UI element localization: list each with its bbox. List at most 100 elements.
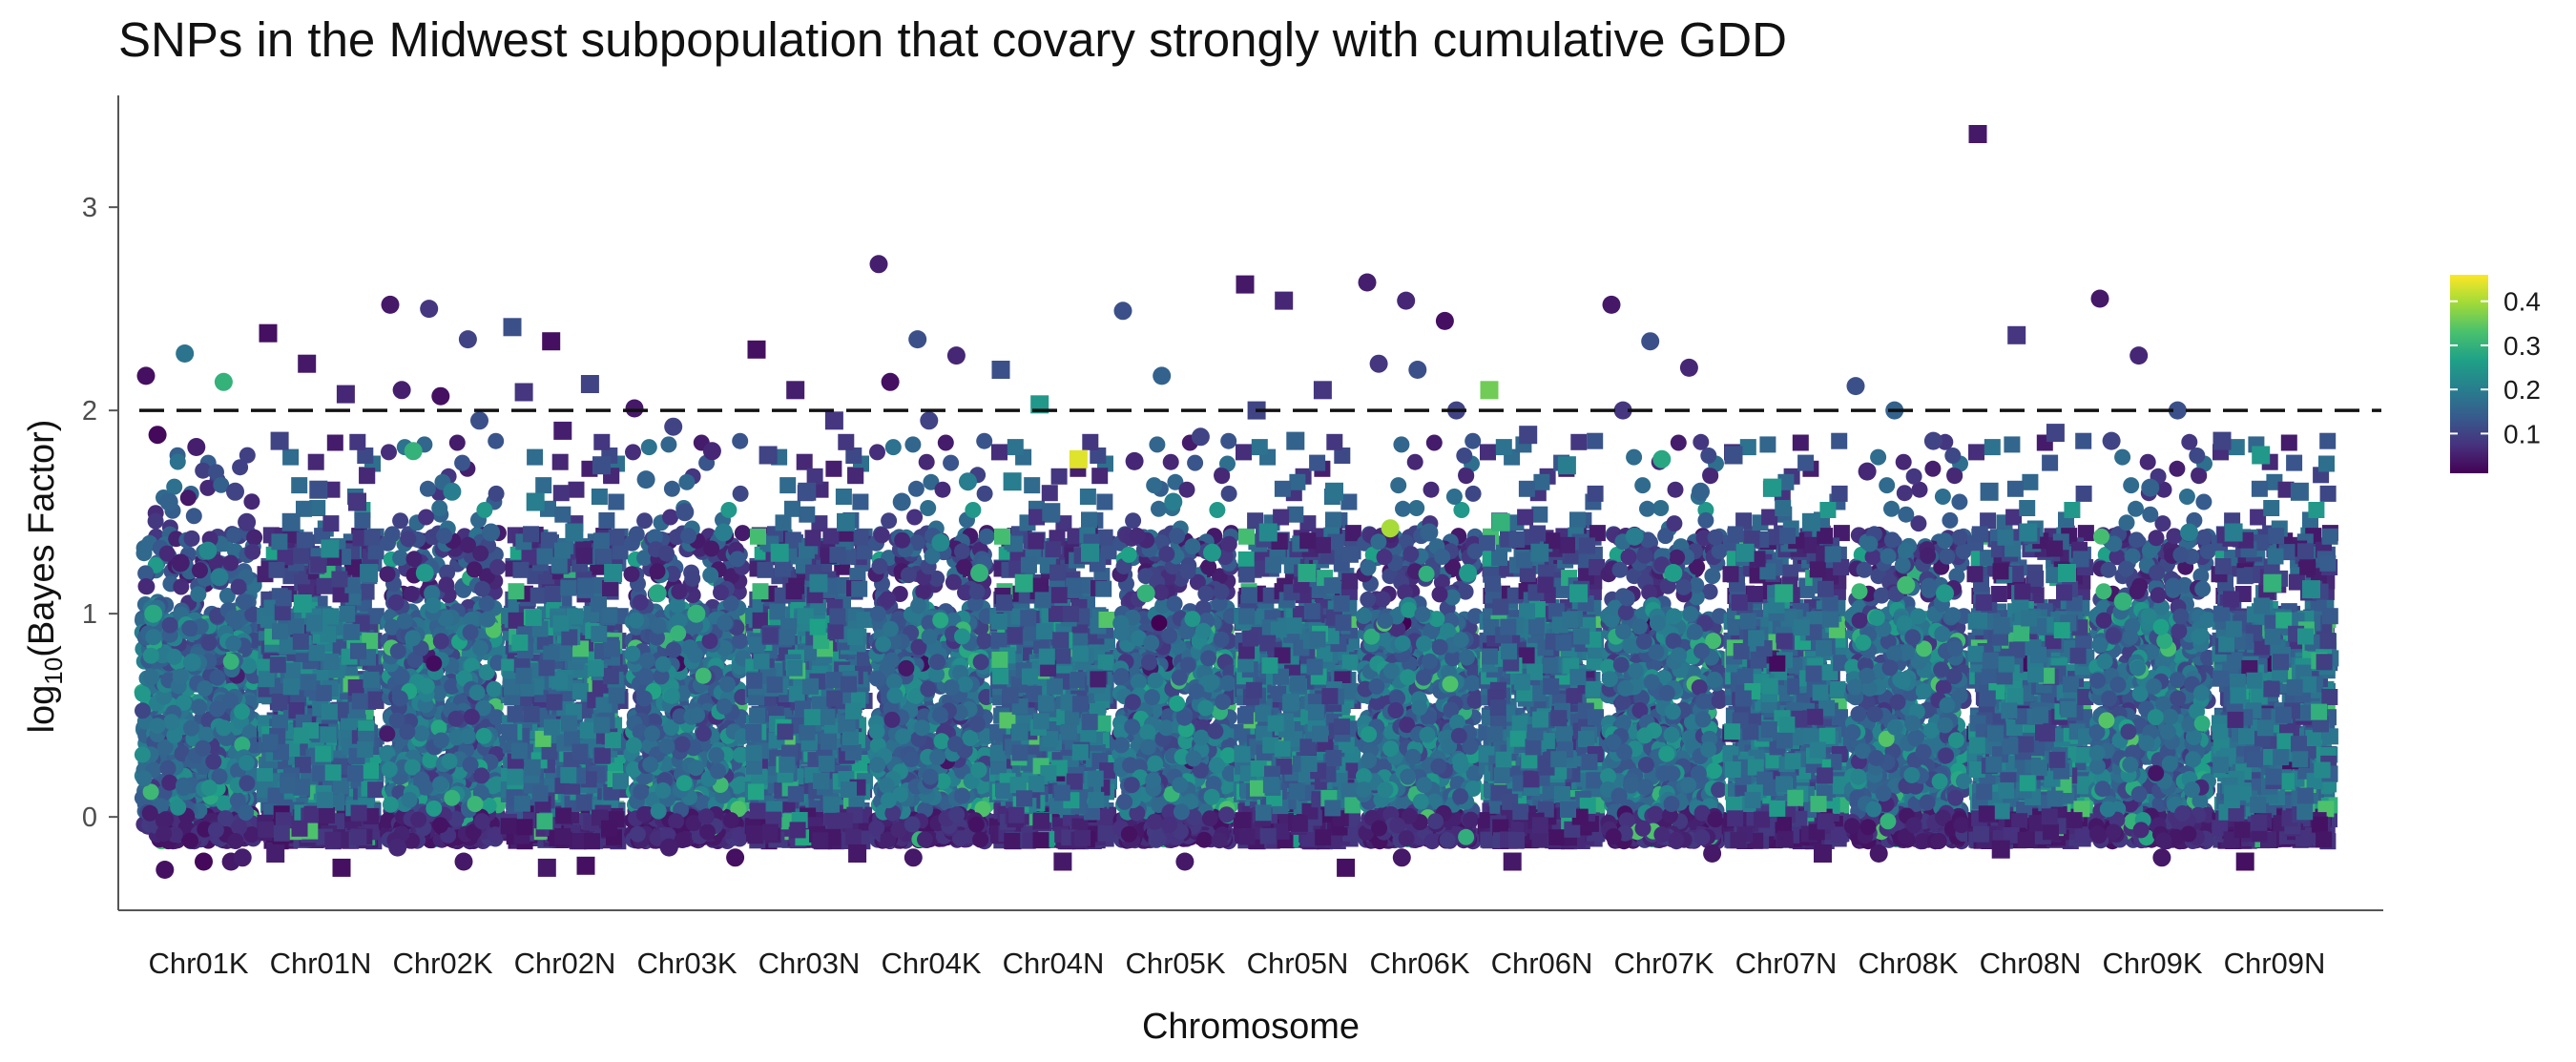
snp-point <box>393 668 410 685</box>
snp-point <box>551 453 569 470</box>
snp-point <box>367 781 384 799</box>
snp-point <box>166 727 183 744</box>
snp-point <box>489 559 507 575</box>
snp-point <box>579 722 596 739</box>
snp-point <box>143 669 160 686</box>
snp-point <box>326 434 343 451</box>
snp-point <box>636 512 654 530</box>
snp-point <box>552 614 570 632</box>
snp-point <box>391 690 408 707</box>
snp-point <box>400 531 417 548</box>
snp-point <box>305 614 322 632</box>
snp-point <box>246 529 263 546</box>
snp-point <box>321 703 338 720</box>
snp-point <box>224 610 241 627</box>
snp-point <box>176 780 193 797</box>
snp-point <box>613 773 629 790</box>
snp-point <box>282 448 300 466</box>
snp-point <box>315 745 332 762</box>
snp-point <box>663 687 680 704</box>
snp-point <box>467 796 484 813</box>
snp-point <box>538 659 555 677</box>
snp-point <box>316 577 333 594</box>
snp-point <box>431 500 448 516</box>
snp-point <box>603 640 620 657</box>
snp-point <box>635 690 653 707</box>
snp-point <box>668 813 685 830</box>
snp-point <box>234 703 250 720</box>
snp-point <box>315 684 332 701</box>
snp-point <box>179 489 197 507</box>
snp-point <box>216 795 233 812</box>
snp-point <box>182 832 198 849</box>
snp-point <box>638 652 655 669</box>
snp-point <box>543 718 560 736</box>
snp-point <box>536 548 553 565</box>
snp-point <box>238 804 255 821</box>
snp-point <box>396 613 413 630</box>
snp-point <box>135 770 153 787</box>
snp-point <box>343 623 361 640</box>
snp-point <box>426 655 443 672</box>
snp-point <box>835 489 852 505</box>
snp-point <box>432 732 449 749</box>
snp-point <box>516 819 533 836</box>
snp-point <box>687 646 703 663</box>
snp-point <box>703 540 720 557</box>
snp-point <box>205 753 222 770</box>
snp-point <box>135 702 151 719</box>
snp-point <box>644 725 660 742</box>
snp-point <box>513 795 530 812</box>
snp-point <box>135 685 151 702</box>
snp-point <box>191 698 208 716</box>
snp-point <box>165 648 182 665</box>
snp-point <box>195 739 212 757</box>
snp-point <box>367 693 384 709</box>
snp-point <box>602 668 619 685</box>
snp-point <box>678 473 696 490</box>
snp-point <box>354 511 371 529</box>
snp-point <box>571 743 589 760</box>
snp-point <box>568 481 585 498</box>
snp-point <box>635 805 653 823</box>
snp-point <box>642 756 659 773</box>
snp-point <box>346 765 364 781</box>
snp-point <box>584 833 600 850</box>
snp-point <box>169 453 186 470</box>
snp-point <box>261 734 279 751</box>
snp-point <box>141 804 158 822</box>
snp-point <box>185 508 202 525</box>
snp-point <box>593 717 611 734</box>
snp-point <box>555 807 572 824</box>
snp-point <box>608 529 625 546</box>
snp-point <box>405 551 423 568</box>
snp-point <box>381 444 397 461</box>
snp-point <box>279 777 296 794</box>
snp-point <box>243 493 260 510</box>
snp-point <box>602 580 618 596</box>
snp-point <box>708 747 725 764</box>
snp-point <box>324 764 342 781</box>
snp-point <box>418 509 435 526</box>
snp-point <box>392 550 409 567</box>
snp-point <box>350 804 367 822</box>
snp-point <box>200 635 218 652</box>
snp-point <box>625 737 642 754</box>
snp-point <box>359 468 376 485</box>
snp-point <box>200 780 218 797</box>
snp-point <box>524 759 541 776</box>
snp-point <box>523 706 540 722</box>
snp-point <box>319 807 335 823</box>
snp-point <box>552 485 570 502</box>
snp-point <box>363 671 380 688</box>
snp-point <box>669 596 686 614</box>
snp-point <box>587 660 604 677</box>
snp-point <box>382 796 399 813</box>
snp-point <box>697 808 715 825</box>
snp-point <box>508 583 525 600</box>
snp-point <box>163 714 180 731</box>
snp-point <box>510 742 528 760</box>
snp-point <box>300 674 317 691</box>
snp-point <box>649 563 666 580</box>
snp-point <box>403 586 420 602</box>
